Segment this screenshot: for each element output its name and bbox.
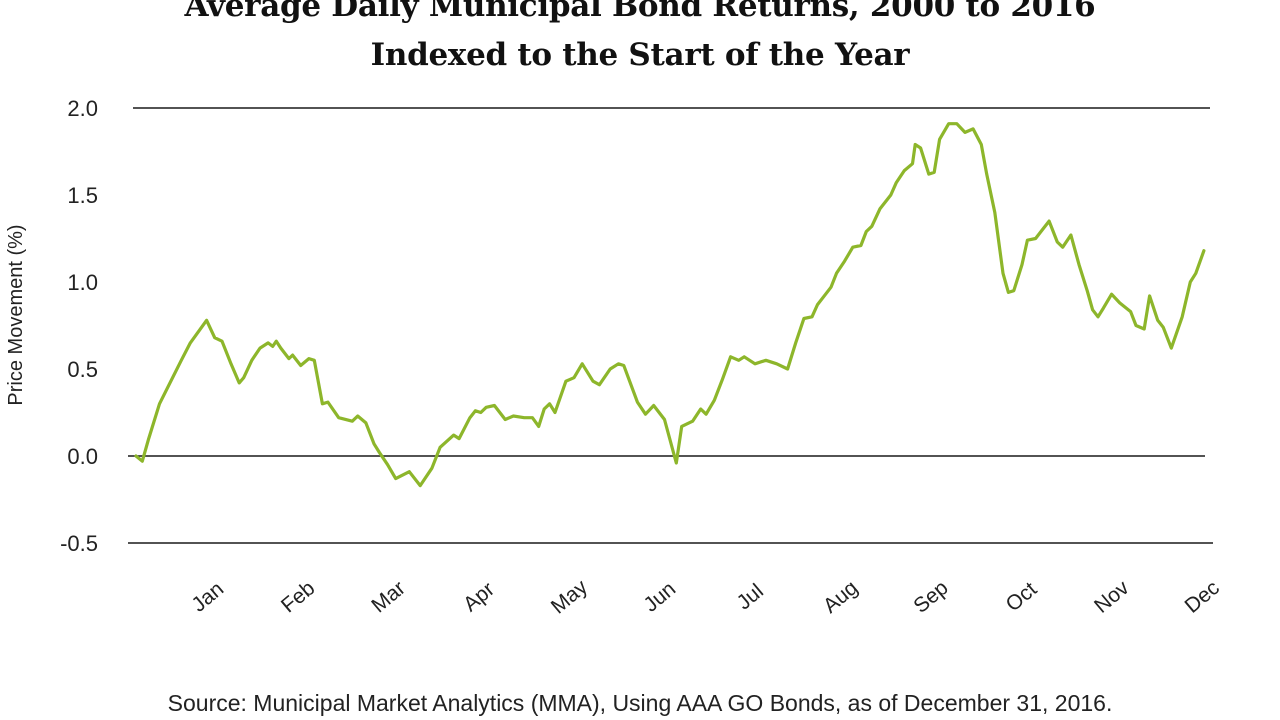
x-tick-label: Jul (733, 580, 768, 615)
x-tick-label: Apr (459, 578, 499, 617)
chart-title: Average Daily Municipal Bond Returns, 20… (184, 0, 1096, 24)
x-tick-label: Jan (187, 577, 228, 616)
source-note: Source: Municipal Market Analytics (MMA)… (167, 690, 1113, 716)
x-tick-label: Nov (1090, 576, 1134, 618)
y-tick-label: 1.0 (67, 270, 98, 295)
x-tick-label: Dec (1181, 576, 1224, 618)
chart-subtitle: Indexed to the Start of the Year (370, 37, 910, 73)
x-axis-ticks: Jan Feb Mar Apr May Jun Jul Aug Sep Oct Nov Dec (187, 575, 1223, 618)
grid-lines (128, 107, 1213, 544)
y-tick-label: 0.5 (67, 357, 98, 382)
y-axis-ticks: 2.0 1.5 1.0 0.5 0.0 -0.5 (60, 96, 98, 556)
y-tick-label: 0.0 (67, 444, 98, 469)
series-line-price-movement (134, 122, 1206, 488)
y-tick-label: 2.0 (67, 96, 98, 121)
x-tick-label: Jun (639, 577, 680, 616)
y-axis-label: Price Movement (%) (5, 224, 27, 405)
x-tick-label: Feb (277, 577, 320, 618)
y-tick-label: -0.5 (60, 531, 98, 556)
x-tick-label: Aug (819, 576, 862, 618)
x-tick-label: Oct (1002, 578, 1042, 617)
x-tick-label: Mar (367, 577, 409, 618)
y-tick-label: 1.5 (67, 183, 98, 208)
x-tick-label: Sep (909, 576, 952, 618)
x-tick-label: May (547, 575, 593, 618)
